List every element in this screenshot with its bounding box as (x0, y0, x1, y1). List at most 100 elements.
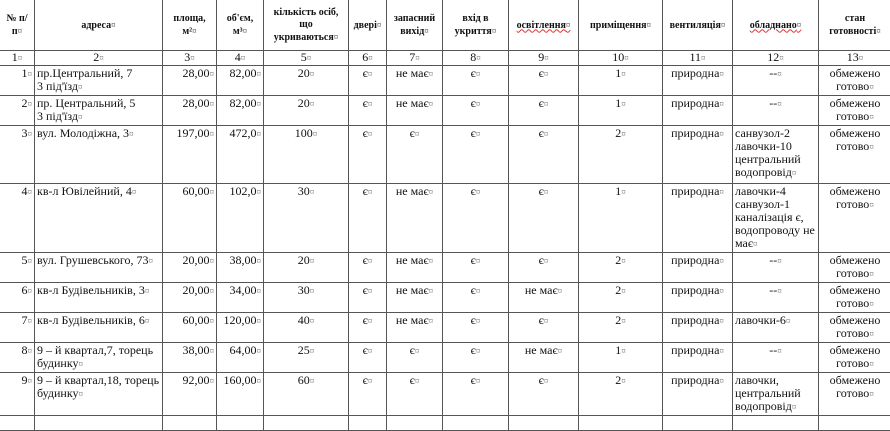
cell-address: пр. Центральний, 5 3 під'їзд (35, 96, 163, 126)
cell-lighting: є (509, 184, 579, 253)
cell-shelter-entrance: є (443, 126, 509, 184)
cell-ventilation: природна (663, 343, 733, 373)
cell-empty (733, 416, 819, 431)
header-label: № п/п (6, 13, 27, 37)
cell-area: 60,00 (163, 313, 217, 343)
cell-lighting: є (509, 373, 579, 416)
cell-emergency-exit: не має (387, 313, 443, 343)
cell-readiness: обмежено готово (819, 343, 890, 373)
cell-readiness: обмежено готово (819, 283, 890, 313)
cell-doors: є (349, 126, 387, 184)
cell-doors: є (349, 373, 387, 416)
cell-number: 9 (0, 373, 35, 416)
cell-ventilation: природна (663, 373, 733, 416)
cell-equipment: санвузол-2 лавочки-10 центральний водопр… (733, 126, 819, 184)
cell-ventilation: природна (663, 66, 733, 96)
cell-people-count: 100 (264, 126, 349, 184)
cell-volume: 472,0 (217, 126, 264, 184)
cell-shelter-entrance: є (443, 343, 509, 373)
column-number-row: 12345678910111213 (0, 51, 890, 66)
cell-rooms: 1 (579, 184, 663, 253)
header-lighting: освітлення (509, 0, 579, 51)
header-equipment: обладнано (733, 0, 819, 51)
cell-lighting: є (509, 96, 579, 126)
cell-number: 2 (0, 96, 35, 126)
header-number: № п/п (0, 0, 35, 51)
cell-lighting: не має (509, 283, 579, 313)
cell-ventilation: природна (663, 283, 733, 313)
cell-readiness: обмежено готово (819, 313, 890, 343)
cell-address: 9 – й квартал,18, торець будинку (35, 373, 163, 416)
cell-emergency-exit: не має (387, 283, 443, 313)
cell-shelter-entrance: є (443, 66, 509, 96)
cell-readiness: обмежено готово (819, 373, 890, 416)
cell-address: 9 – й квартал,7, торець будинку (35, 343, 163, 373)
column-number: 1 (0, 51, 35, 66)
cell-rooms: 1 (579, 96, 663, 126)
cell-emergency-exit: є (387, 343, 443, 373)
header-label: вентиляція (670, 20, 726, 31)
header-label: адреса (81, 20, 115, 31)
cell-lighting: є (509, 126, 579, 184)
table-row: 7кв-л Будівельників, 660,00120,0040єне м… (0, 313, 890, 343)
header-people-count: кількість осіб, що укриваються (264, 0, 349, 51)
cell-people-count: 25 (264, 343, 349, 373)
cell-empty (819, 416, 890, 431)
column-number: 6 (349, 51, 387, 66)
cell-doors: є (349, 283, 387, 313)
column-number: 5 (264, 51, 349, 66)
cell-readiness: обмежено готово (819, 126, 890, 184)
cell-area: 60,00 (163, 184, 217, 253)
column-number: 10 (579, 51, 663, 66)
header-area: площа, м² (163, 0, 217, 51)
cell-people-count: 20 (264, 96, 349, 126)
cell-ventilation: природна (663, 96, 733, 126)
column-number: 2 (35, 51, 163, 66)
header-volume: об'єм, м³ (217, 0, 264, 51)
cell-lighting: не має (509, 343, 579, 373)
cell-empty (163, 416, 217, 431)
table-row-partial (0, 416, 890, 431)
header-rooms: приміщення (579, 0, 663, 51)
cell-shelter-entrance: є (443, 313, 509, 343)
cell-equipment: лавочки-6 (733, 313, 819, 343)
header-label: площа, м² (173, 13, 205, 37)
cell-number: 6 (0, 283, 35, 313)
header-row: № п/п адреса площа, м² об'єм, м³кількість о… (0, 0, 890, 51)
cell-area: 28,00 (163, 66, 217, 96)
cell-empty (443, 416, 509, 431)
cell-shelter-entrance: є (443, 253, 509, 283)
cell-empty (579, 416, 663, 431)
cell-rooms: 2 (579, 313, 663, 343)
header-label: вхід в укриття (455, 13, 497, 37)
cell-equipment: -- (733, 96, 819, 126)
cell-area: 28,00 (163, 96, 217, 126)
cell-doors: є (349, 343, 387, 373)
table-row: 6кв-л Будівельників, 320,0034,0030єне ма… (0, 283, 890, 313)
cell-area: 20,00 (163, 253, 217, 283)
cell-readiness: обмежено готово (819, 96, 890, 126)
column-number: 12 (733, 51, 819, 66)
cell-equipment: -- (733, 283, 819, 313)
cell-area: 92,00 (163, 373, 217, 416)
cell-equipment: лавочки-4 санвузол-1 каналізація є, водо… (733, 184, 819, 253)
cell-volume: 38,00 (217, 253, 264, 283)
cell-volume: 82,00 (217, 66, 264, 96)
table-row: 1пр.Центральний, 7 3 під'їзд28,0082,0020… (0, 66, 890, 96)
cell-empty (0, 416, 35, 431)
header-doors: двері (349, 0, 387, 51)
cell-number: 1 (0, 66, 35, 96)
cell-empty (663, 416, 733, 431)
cell-address: кв-л Будівельників, 3 (35, 283, 163, 313)
cell-lighting: є (509, 66, 579, 96)
table-row: 5вул. Грушевського, 7320,0038,0020єне ма… (0, 253, 890, 283)
column-number: 3 (163, 51, 217, 66)
table-row: 89 – й квартал,7, торець будинку38,0064,… (0, 343, 890, 373)
header-readiness: стан готовності (819, 0, 890, 51)
cell-number: 7 (0, 313, 35, 343)
table-row: 2пр. Центральний, 5 3 під'їзд28,0082,002… (0, 96, 890, 126)
table-row: 99 – й квартал,18, торець будинку92,0016… (0, 373, 890, 416)
cell-address: кв-л Ювілейний, 4 (35, 184, 163, 253)
table-row: 3вул. Молодіжна, 3197,00472,0100єєєє2при… (0, 126, 890, 184)
